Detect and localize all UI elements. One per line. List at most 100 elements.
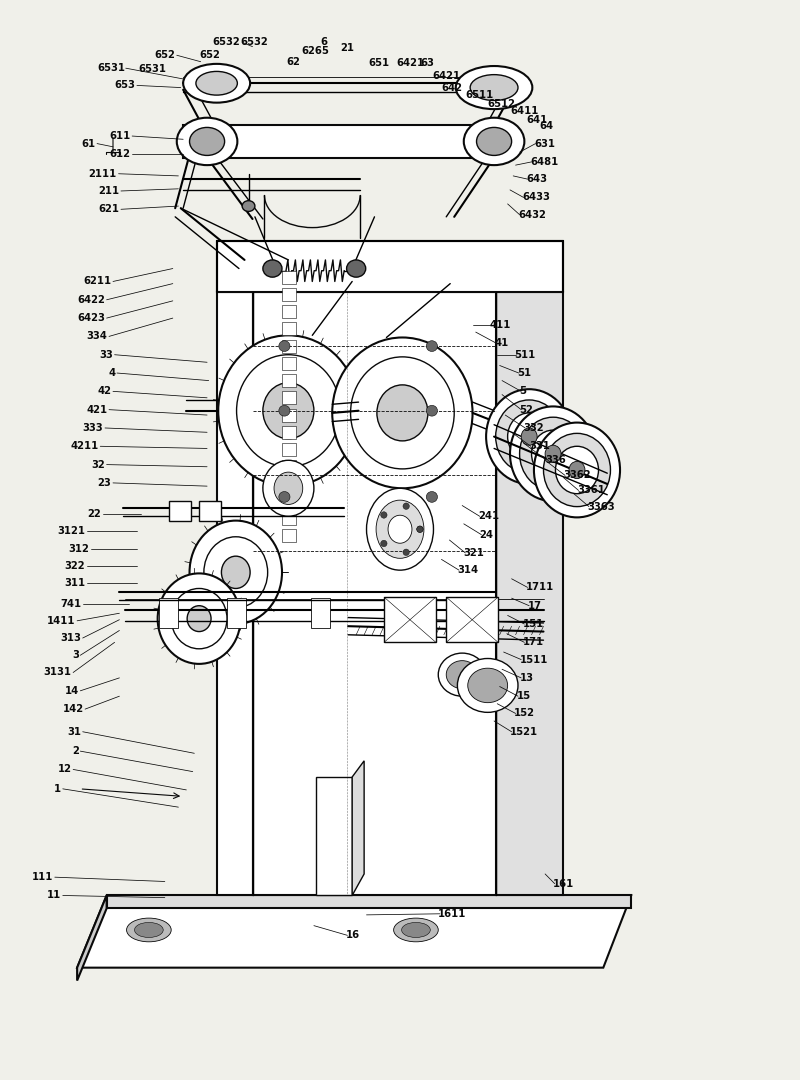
Text: 211: 211 <box>98 186 119 195</box>
Bar <box>384 597 436 643</box>
Text: 6531: 6531 <box>97 63 125 73</box>
Text: 411: 411 <box>490 320 510 329</box>
Text: 1411: 1411 <box>47 616 75 625</box>
Ellipse shape <box>464 118 524 165</box>
Text: 6421: 6421 <box>396 58 424 68</box>
Text: 511: 511 <box>514 350 535 360</box>
Ellipse shape <box>417 526 423 532</box>
Text: 652: 652 <box>199 51 220 60</box>
Ellipse shape <box>346 260 366 278</box>
Text: 611: 611 <box>110 131 130 141</box>
Text: 171: 171 <box>522 637 544 647</box>
Ellipse shape <box>531 430 574 477</box>
Ellipse shape <box>394 918 438 942</box>
Ellipse shape <box>376 500 424 558</box>
Text: 421: 421 <box>86 405 107 415</box>
Ellipse shape <box>477 127 512 156</box>
Text: 11: 11 <box>47 891 61 901</box>
Ellipse shape <box>126 918 171 942</box>
Text: 6511: 6511 <box>466 90 494 100</box>
Bar <box>282 460 296 473</box>
Ellipse shape <box>417 526 423 532</box>
Bar <box>282 495 296 508</box>
Text: 1: 1 <box>54 784 61 794</box>
Text: 621: 621 <box>98 204 119 214</box>
Polygon shape <box>496 293 563 895</box>
Text: 312: 312 <box>68 543 89 554</box>
Ellipse shape <box>486 389 572 484</box>
Ellipse shape <box>366 488 434 570</box>
Ellipse shape <box>279 340 290 351</box>
Text: 322: 322 <box>65 561 85 571</box>
Bar <box>446 597 498 643</box>
Ellipse shape <box>350 356 454 469</box>
Ellipse shape <box>438 653 486 697</box>
Ellipse shape <box>468 669 508 703</box>
Ellipse shape <box>403 503 410 510</box>
Text: 6531: 6531 <box>138 64 166 75</box>
Polygon shape <box>217 293 253 895</box>
Text: 6422: 6422 <box>77 295 105 305</box>
Text: 4211: 4211 <box>70 442 98 451</box>
Text: 741: 741 <box>60 598 81 608</box>
Ellipse shape <box>279 491 290 502</box>
Text: 652: 652 <box>154 51 175 60</box>
Ellipse shape <box>263 382 314 438</box>
Ellipse shape <box>446 661 478 689</box>
Ellipse shape <box>534 422 620 517</box>
Text: 6411: 6411 <box>510 106 538 117</box>
Ellipse shape <box>274 472 302 504</box>
Ellipse shape <box>381 512 387 518</box>
Text: 3362: 3362 <box>563 471 591 481</box>
Ellipse shape <box>242 201 255 212</box>
Ellipse shape <box>569 461 585 478</box>
Ellipse shape <box>218 335 358 486</box>
Text: 62: 62 <box>286 57 301 67</box>
Text: 6433: 6433 <box>522 192 550 202</box>
Ellipse shape <box>190 127 225 156</box>
Text: 6211: 6211 <box>83 276 111 286</box>
Bar <box>282 426 296 438</box>
Text: 3363: 3363 <box>587 501 615 512</box>
Text: 5: 5 <box>519 387 526 396</box>
Text: 32: 32 <box>91 460 105 470</box>
Text: 61: 61 <box>82 138 95 149</box>
Text: 3361: 3361 <box>577 485 605 496</box>
Text: 42: 42 <box>98 387 111 396</box>
Text: 642: 642 <box>442 82 462 93</box>
Text: 321: 321 <box>464 548 485 558</box>
Ellipse shape <box>183 64 250 103</box>
Ellipse shape <box>204 537 268 608</box>
Ellipse shape <box>510 406 596 501</box>
Text: 3131: 3131 <box>43 667 71 677</box>
Text: 17: 17 <box>527 600 542 610</box>
Ellipse shape <box>222 556 250 589</box>
Text: 1711: 1711 <box>526 582 554 593</box>
Text: 6423: 6423 <box>77 313 105 323</box>
Ellipse shape <box>263 460 314 516</box>
Bar <box>282 529 296 542</box>
Text: 6481: 6481 <box>530 157 558 167</box>
Text: 333: 333 <box>83 423 103 433</box>
Bar <box>282 323 296 335</box>
Bar <box>282 356 296 369</box>
Polygon shape <box>77 895 106 981</box>
Polygon shape <box>316 777 352 895</box>
Ellipse shape <box>388 515 412 543</box>
Ellipse shape <box>263 260 282 278</box>
Bar <box>169 501 191 521</box>
Text: 3121: 3121 <box>57 526 85 537</box>
Ellipse shape <box>279 405 290 416</box>
Bar <box>282 477 296 490</box>
Text: 41: 41 <box>494 338 508 348</box>
Text: 1611: 1611 <box>438 908 466 919</box>
Bar <box>466 598 486 629</box>
Text: 3: 3 <box>72 650 78 660</box>
Text: 63: 63 <box>420 58 434 68</box>
Text: 64: 64 <box>539 121 554 132</box>
Text: 2: 2 <box>72 746 78 756</box>
Ellipse shape <box>426 491 438 502</box>
Text: 13: 13 <box>519 673 534 683</box>
Text: 6: 6 <box>320 38 327 48</box>
Bar <box>310 598 330 629</box>
